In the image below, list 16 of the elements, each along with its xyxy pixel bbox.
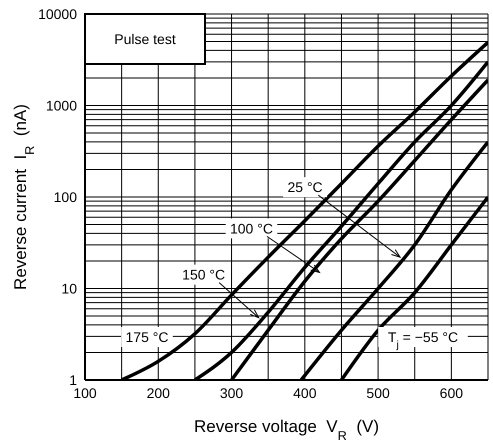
x-tick-label: 500 <box>366 384 390 401</box>
y-tick-label: 1000 <box>46 97 78 114</box>
y-tick-label: 10000 <box>38 6 78 22</box>
x-tick-label: 300 <box>220 384 244 401</box>
x-tick-label: 200 <box>146 384 170 401</box>
x-tick-label: 400 <box>293 384 317 401</box>
annotation: T$_{j}$ = −55 °C <box>388 329 458 351</box>
annotation: 25 °C <box>287 179 323 196</box>
x-axis-title: Reverse voltage V$_{R}$ (V) <box>194 417 379 442</box>
y-tick-label: 10 <box>61 280 78 296</box>
annotation: 100 °C <box>230 220 273 236</box>
x-tick-label: 600 <box>440 384 464 401</box>
y-tick-label: 100 <box>54 188 78 205</box>
annotation: 150 °C <box>182 266 226 283</box>
annotation: 175 °C <box>126 329 168 345</box>
annotation: Pulse test <box>114 31 176 47</box>
